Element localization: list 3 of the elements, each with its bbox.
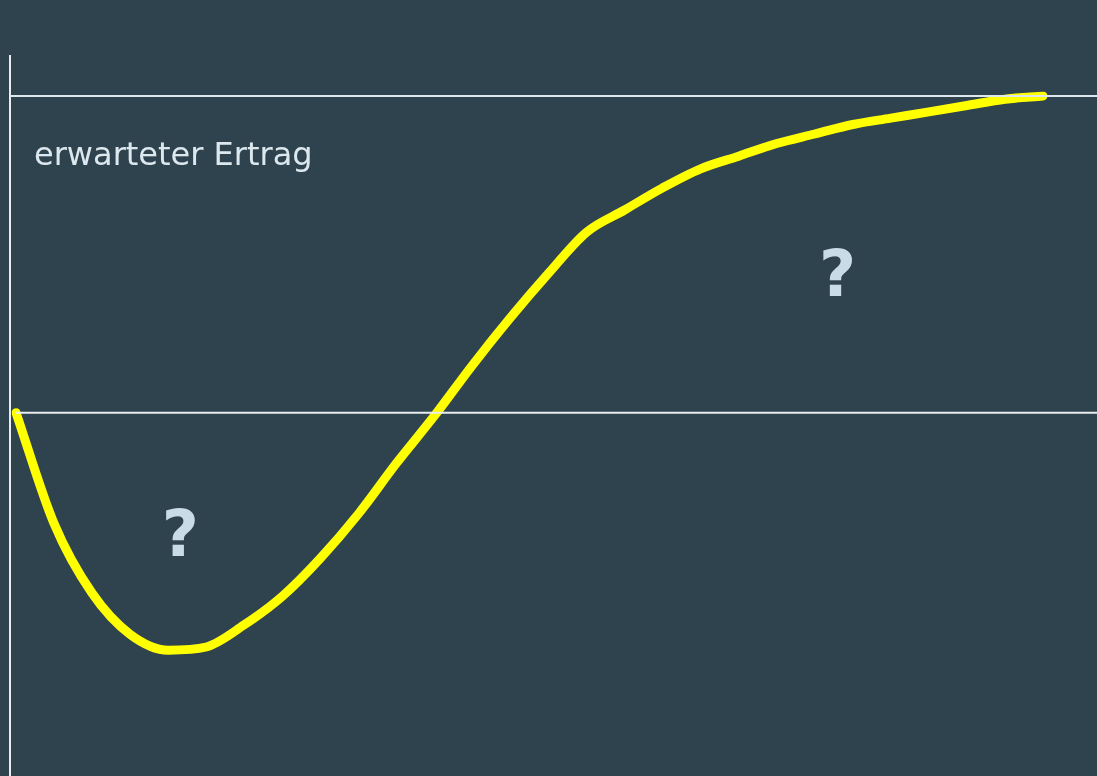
- ref-line-label: erwarteter Ertrag: [34, 135, 313, 174]
- annotation: ?: [161, 496, 199, 571]
- annotation: ?: [819, 237, 857, 312]
